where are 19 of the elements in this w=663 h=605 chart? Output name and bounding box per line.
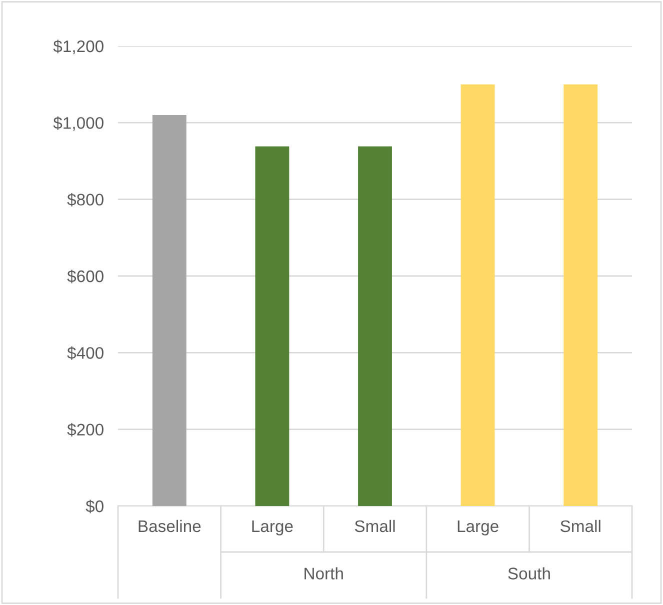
y-tick-label: $200: [67, 423, 104, 437]
bar: [564, 84, 598, 506]
x-tick-label: Small: [354, 520, 395, 532]
x-tick-label: Large: [458, 520, 498, 536]
x-tick-label: Small: [560, 520, 600, 532]
y-tick-label: $1,200: [53, 40, 104, 54]
text: South: [508, 567, 550, 580]
y-tick-label: $600: [67, 270, 104, 284]
bar: [460, 84, 495, 506]
y-tick-label: $0: [86, 500, 104, 514]
text: North: [304, 567, 343, 580]
y-tick-label: $1,000: [53, 116, 104, 131]
x-tick-label: Baseline: [138, 520, 201, 532]
y-tick-label: $400: [67, 346, 104, 360]
y-tick-label: $800: [67, 193, 104, 207]
bar: [152, 115, 186, 506]
bar: [255, 146, 290, 506]
x-tick-label: Large: [252, 520, 293, 536]
bar: [358, 146, 392, 506]
